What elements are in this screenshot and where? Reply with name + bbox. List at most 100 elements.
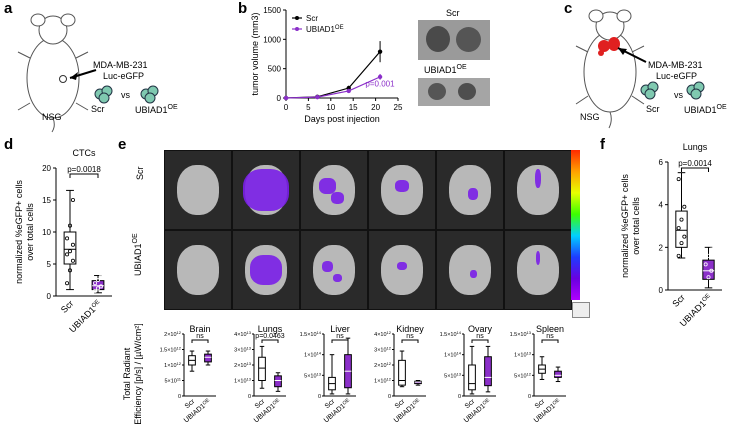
box-0-point — [682, 234, 687, 239]
radiance-signal — [242, 168, 290, 212]
radiance-signal — [535, 251, 541, 266]
strain-label-a: NSG — [42, 112, 62, 122]
p-value-label-5: ns — [546, 333, 554, 340]
radiance-signal — [534, 168, 542, 189]
box-1-point — [93, 281, 98, 286]
y-tick-label: 0 — [248, 394, 251, 400]
y-tick-label: 6 — [659, 158, 664, 167]
y-tick-label: 0 — [178, 394, 181, 400]
radiant-efficiency-boxplots: Total Radiant Efficiency [p/s] / [µW/cm²]… — [122, 324, 566, 425]
x-axis-label: Days post injection — [304, 114, 380, 124]
panel-letter-d: d — [4, 136, 14, 153]
organ-tissue — [176, 245, 220, 295]
x-tick-label: 15 — [349, 103, 358, 112]
tumor-volume-chart: 0 500 1000 1500 0 5 10 15 20 25 tumor volume (mm3)… — [250, 6, 403, 124]
y-tick-label: 1×1012 — [374, 377, 392, 385]
group-oe-c: UBIAD1OE — [684, 104, 727, 115]
metastasis-lungs — [598, 37, 620, 56]
y-tick-label: 1.5×1013 — [510, 330, 532, 338]
subplot-title-2: Liver — [330, 324, 350, 334]
cells-oe-icon-c — [686, 81, 705, 100]
plot-title: CTCs — [73, 148, 96, 158]
y-axis-label-line2: over total cells — [631, 197, 641, 255]
ctcs-boxplot: CTCs 0 5 10 15 20 normalized %eGFP+ cells over … — [14, 148, 112, 335]
y-tick-label: 2×1012 — [374, 361, 392, 369]
significance-bracket — [69, 173, 99, 178]
y-tick-label: 0 — [47, 292, 52, 301]
x-tick-label: 0 — [284, 103, 289, 112]
lungs-boxplot: Lungs 0 2 4 6 normalized %eGFP+ cells over tot… — [620, 142, 722, 329]
colorbar-legend-box — [572, 302, 590, 318]
y-axis-label-line2: over total cells — [25, 203, 35, 261]
radiance-colorbar — [571, 150, 580, 300]
box-0-point — [65, 281, 70, 286]
organ-image-r1-c5 — [504, 230, 572, 310]
vs-label-c: vs — [674, 90, 683, 100]
y-axis-label-line1: Total Radiant — [122, 347, 132, 400]
box-1-point — [98, 274, 103, 279]
y-tick-label: 1500 — [263, 6, 281, 15]
series-line-0 — [285, 51, 381, 99]
y-tick-label: 1.5×1014 — [440, 330, 462, 338]
box-1-point — [703, 262, 708, 267]
p-value-label-4: ns — [476, 333, 484, 340]
y-tick-label: 4 — [659, 201, 664, 210]
y-tick-label: 2×1012 — [164, 330, 182, 338]
radiance-signal — [397, 262, 407, 271]
reporter-label-c: Luc-eGFP — [656, 71, 698, 81]
y-axis-label-line1: normalized %eGFP+ cells — [14, 180, 24, 284]
box-1-point — [706, 275, 711, 280]
organ-image-r0-c1 — [232, 150, 300, 230]
significance-bracket-5 — [541, 339, 559, 343]
y-tick-label: 1.5×1014 — [300, 330, 322, 338]
y-tick-label: 4×1012 — [374, 330, 392, 338]
y-tick-label: 500 — [268, 65, 282, 74]
significance-bracket-2 — [331, 339, 349, 343]
photo-label-scr: Scr — [446, 8, 460, 18]
y-tick-label: 15 — [42, 196, 51, 205]
box-1-point — [709, 268, 714, 273]
box-1-point — [96, 286, 101, 291]
significance-bracket-0 — [191, 339, 209, 343]
organ-image-r0-c4 — [436, 150, 504, 230]
box-0-point — [676, 226, 681, 231]
significance-bracket — [681, 167, 709, 172]
y-tick-label: 1×1014 — [444, 351, 462, 359]
tumor-photo-scr — [418, 20, 490, 60]
p-value-annotation: p=0.001 — [365, 79, 395, 88]
radiance-signal — [249, 254, 283, 285]
legend-label: Scr — [306, 14, 318, 23]
box-1-point — [98, 284, 103, 289]
cell-line-label-a: MDA-MB-231 — [93, 60, 148, 70]
x-tick-label: 25 — [394, 103, 403, 112]
data-point — [283, 95, 289, 101]
panel-letter-f: f — [600, 136, 605, 153]
y-tick-label: 0 — [528, 394, 531, 400]
row-label-scr: Scr — [135, 166, 145, 181]
category-label: Scr — [670, 292, 687, 309]
p-value-label: p=0.0018 — [67, 165, 101, 174]
box-1-point — [703, 281, 708, 286]
group-scr-c: Scr — [646, 104, 660, 114]
y-tick-label: 3×1013 — [234, 346, 252, 354]
s1-box-1-box — [274, 375, 282, 388]
group-scr-a: Scr — [91, 104, 105, 114]
box-0-point — [70, 258, 75, 263]
organ-image-r0-c3 — [368, 150, 436, 230]
organ-image-r0-c0 — [164, 150, 232, 230]
legend-label: UBIAD1OE — [306, 25, 344, 34]
s3-box-0-box — [398, 359, 406, 386]
box-1-point — [93, 288, 98, 293]
mouse-schematic-c — [575, 9, 705, 129]
radiance-signal — [469, 269, 477, 278]
cells-oe-icon — [140, 85, 159, 104]
y-tick-label: 1×1013 — [234, 377, 252, 385]
s4-box-0-box — [468, 364, 476, 391]
box-0-point — [676, 177, 681, 182]
box-0-point — [68, 223, 73, 228]
organ-image-r0-c5 — [504, 150, 572, 230]
x-tick-label: 10 — [326, 103, 335, 112]
mouse-schematic-a — [17, 13, 159, 133]
subplot-title-5: Spleen — [536, 324, 564, 334]
y-tick-label: 20 — [42, 164, 51, 173]
